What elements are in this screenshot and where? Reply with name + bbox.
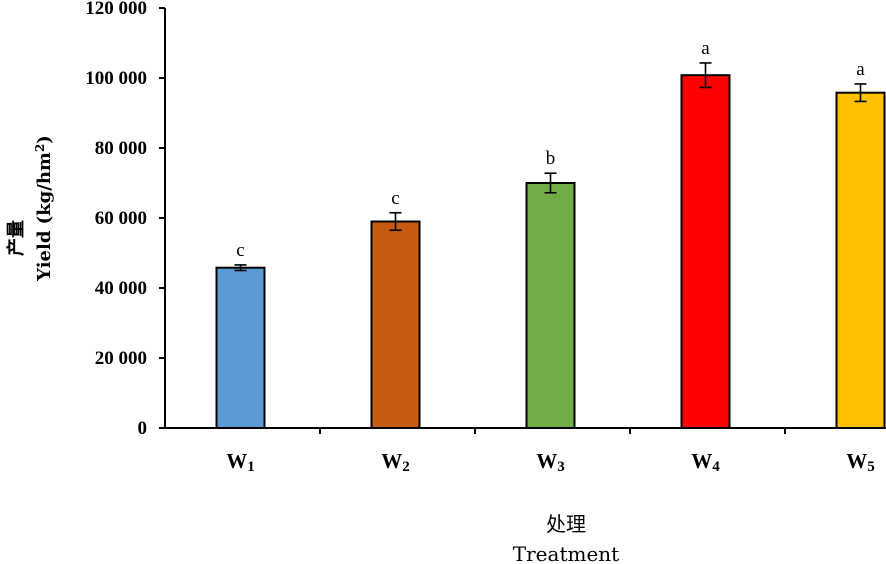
x-tick-label-sub: 2 [402,459,410,475]
x-tick-label: W4 [691,449,720,475]
y-axis-title-en: Yield (kg/hm2) [33,135,55,282]
y-axis-title-sup: 2 [33,144,47,152]
x-tick-label: W5 [846,449,875,475]
bar [525,182,576,429]
x-tick-label-sub: 1 [247,459,255,475]
x-tick-label: W3 [536,449,565,475]
significance-label: c [391,188,399,209]
axis-titles: 产量 Yield (kg/hm2) 处理 Treatment [5,135,619,564]
significance-label: a [701,38,710,59]
x-tick-label: W1 [226,449,255,475]
bar [215,266,266,430]
x-tick-label-base: W [846,449,867,473]
y-axis-title-text: Yield (kg/hm [34,152,55,282]
x-tick-label-base: W [226,449,247,473]
y-tick-label: 80 000 [95,138,147,159]
significance-label: b [546,148,556,169]
y-tick-label: 120 000 [85,0,147,19]
x-axis: W1 W2 W3 W4 W5 [165,427,886,475]
bar [680,74,731,429]
x-tick-label-base: W [691,449,712,473]
x-tick-label-sub: 4 [712,459,720,475]
x-tick-label-base: W [536,449,557,473]
y-tick-label: 40 000 [95,278,147,299]
x-axis-title-cn: 处理 [546,512,586,536]
y-axis-title-cn: 产量 [5,220,27,256]
x-tick-label-sub: 3 [557,459,565,475]
x-axis-title-en: Treatment [513,542,619,564]
y-tick-label: 0 [138,418,148,439]
y-axis-title-close: ) [34,135,55,144]
bar [370,220,421,429]
y-tick-label: 100 000 [85,68,147,89]
x-tick-label: W2 [381,449,410,475]
x-tick-label-sub: 5 [867,459,875,475]
significance-label: a [856,59,865,80]
bars: c c b a a [215,38,886,430]
significance-label: c [236,240,244,261]
y-axis: 0 20 000 40 000 60 000 80 000 100 000 120 000 [85,0,166,439]
x-tick-label-base: W [381,449,402,473]
bar [835,91,886,429]
y-tick-label: 20 000 [95,348,147,369]
y-tick-label: 60 000 [95,208,147,229]
